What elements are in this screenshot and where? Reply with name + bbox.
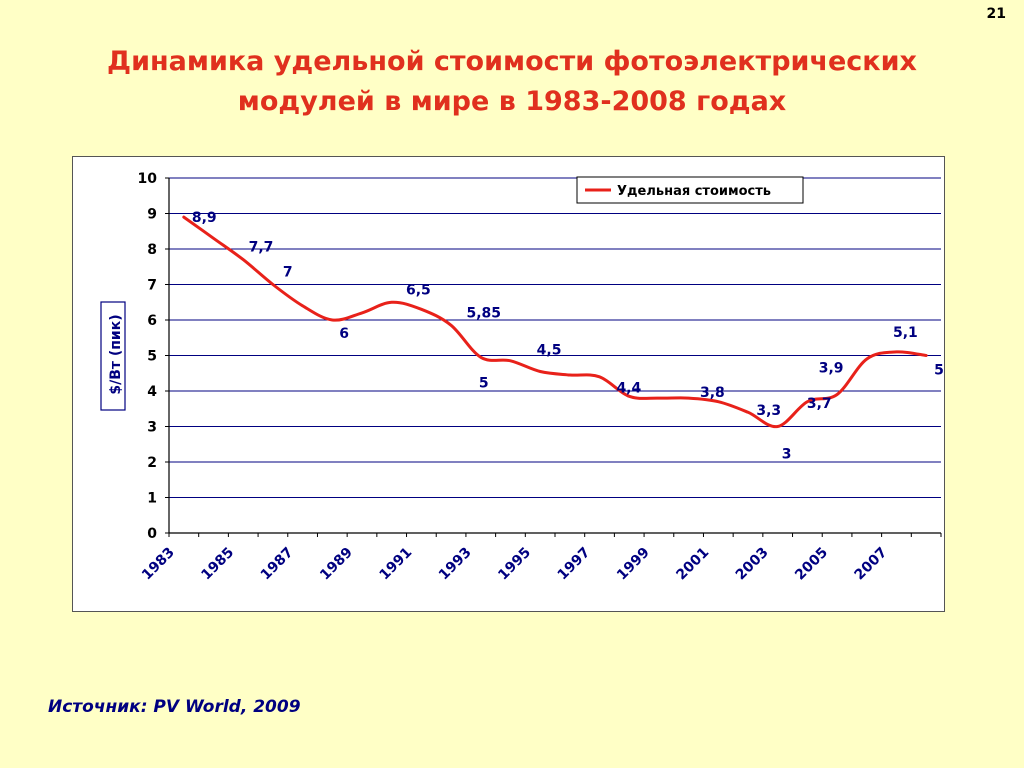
data-label: 3,3 bbox=[756, 403, 781, 419]
data-label: 3,8 bbox=[700, 385, 725, 401]
data-label: 4,5 bbox=[537, 343, 562, 359]
y-tick-label: 4 bbox=[147, 384, 157, 400]
y-tick-label: 2 bbox=[147, 455, 157, 471]
x-tick-label: 1999 bbox=[614, 545, 653, 584]
slide-title: Динамика удельной стоимости фотоэлектрич… bbox=[40, 42, 984, 122]
x-tick-label: 2005 bbox=[792, 545, 831, 584]
x-tick-label: 1983 bbox=[139, 545, 178, 584]
data-label: 7,7 bbox=[249, 240, 274, 256]
line-chart: 0 1 2 3 4 5 6 7 8 9 10 1983 1985 1987 1989 1991 1993 1995… bbox=[100, 171, 944, 584]
x-tick-label: 1995 bbox=[495, 545, 534, 584]
data-label: 3,9 bbox=[819, 360, 844, 376]
y-axis-label: $/Вт (пик) bbox=[108, 314, 124, 394]
data-label: 5 bbox=[479, 376, 489, 392]
data-label: 8,9 bbox=[192, 210, 217, 226]
y-tick-label: 7 bbox=[147, 278, 157, 294]
data-label: 3 bbox=[782, 447, 792, 463]
data-label: 6 bbox=[339, 326, 349, 342]
y-tick-label: 1 bbox=[147, 491, 157, 507]
x-tick-label: 1989 bbox=[317, 545, 356, 584]
data-label: 5,85 bbox=[466, 305, 501, 321]
x-tick-label: 1993 bbox=[436, 545, 475, 584]
data-label: 5,1 bbox=[893, 325, 918, 341]
x-tick-label: 1987 bbox=[258, 545, 297, 584]
y-tick-label: 6 bbox=[147, 313, 157, 329]
x-tick-label: 1997 bbox=[555, 545, 594, 584]
x-tick-label: 2003 bbox=[733, 545, 772, 584]
x-tick-label: 1991 bbox=[376, 545, 415, 584]
legend-box bbox=[576, 176, 804, 204]
data-label: 7 bbox=[283, 265, 293, 281]
slide-title-line-2: модулей в мире в 1983-2008 годах bbox=[237, 86, 787, 117]
y-tick-label: 9 bbox=[147, 207, 157, 223]
y-tick-label: 5 bbox=[147, 349, 157, 365]
slide-number: 21 bbox=[986, 6, 1006, 22]
y-axis-label-box bbox=[100, 301, 126, 411]
x-tick-label: 2001 bbox=[673, 545, 712, 584]
x-tick-label: 2007 bbox=[852, 545, 891, 584]
source-note: Источник: PV World, 2009 bbox=[48, 697, 301, 717]
y-tick-label: 3 bbox=[147, 420, 157, 436]
y-tick-label: 0 bbox=[147, 526, 157, 542]
chart-frame: 0 1 2 3 4 5 6 7 8 9 10 1983 1985 1987 1989 1991 1993 1995… bbox=[72, 156, 945, 612]
y-tick-label: 8 bbox=[147, 242, 157, 258]
data-label: 6,5 bbox=[406, 282, 431, 298]
data-label: 3,7 bbox=[807, 396, 832, 412]
series-line bbox=[182, 215, 928, 429]
slide-title-line-1: Динамика удельной стоимости фотоэлектрич… bbox=[107, 46, 917, 77]
y-tick-label: 10 bbox=[138, 171, 158, 187]
data-label: 4,4 bbox=[616, 380, 641, 396]
x-tick-label: 1985 bbox=[198, 545, 237, 584]
legend-label: Удельная стоимость bbox=[617, 184, 771, 199]
data-label: 5 bbox=[934, 363, 944, 379]
